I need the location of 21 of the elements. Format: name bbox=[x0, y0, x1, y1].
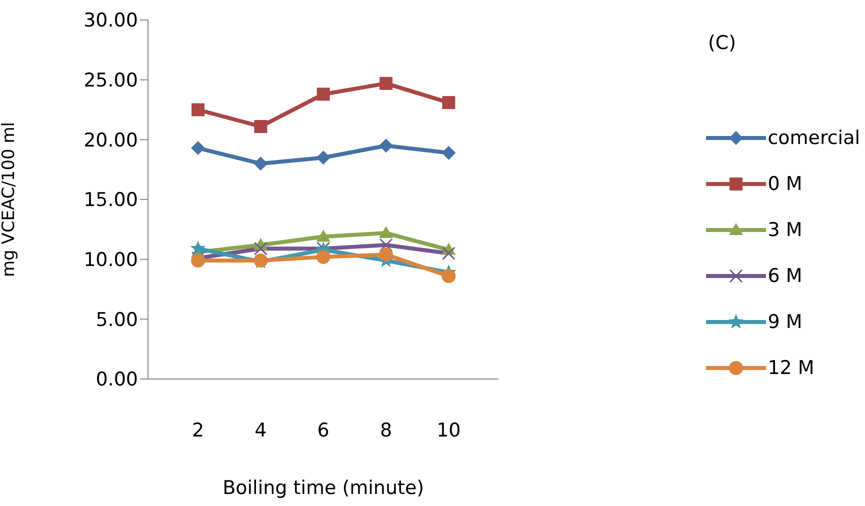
x-tick-label: 10 bbox=[436, 419, 461, 442]
y-axis-title: mg VCEAC/100 ml bbox=[0, 122, 20, 278]
y-tick-label: 20.00 bbox=[84, 129, 138, 152]
y-tick-label: 5.00 bbox=[96, 308, 138, 331]
legend-label: 6 M bbox=[768, 265, 802, 287]
x-tick-label: 6 bbox=[317, 419, 330, 442]
legend-label: 3 M bbox=[768, 219, 802, 241]
legend-label: 12 M bbox=[768, 357, 814, 379]
legend-label: 0 M bbox=[768, 173, 802, 195]
x-tick-label: 8 bbox=[380, 419, 392, 442]
legend-label: comercial bbox=[768, 127, 860, 149]
text: (C) bbox=[708, 32, 736, 54]
y-tick-label: 25.00 bbox=[84, 70, 138, 92]
x-axis-title: Boiling time (minute) bbox=[222, 477, 424, 499]
y-tick-label: 30.00 bbox=[84, 10, 138, 32]
x-tick-label: 2 bbox=[192, 419, 204, 442]
y-tick-label: 15.00 bbox=[84, 189, 138, 212]
y-tick-label: 0.00 bbox=[96, 368, 138, 391]
y-tick-label: 10.00 bbox=[84, 249, 138, 272]
x-tick-label: 4 bbox=[254, 419, 267, 442]
legend-label: 9 M bbox=[768, 311, 802, 333]
